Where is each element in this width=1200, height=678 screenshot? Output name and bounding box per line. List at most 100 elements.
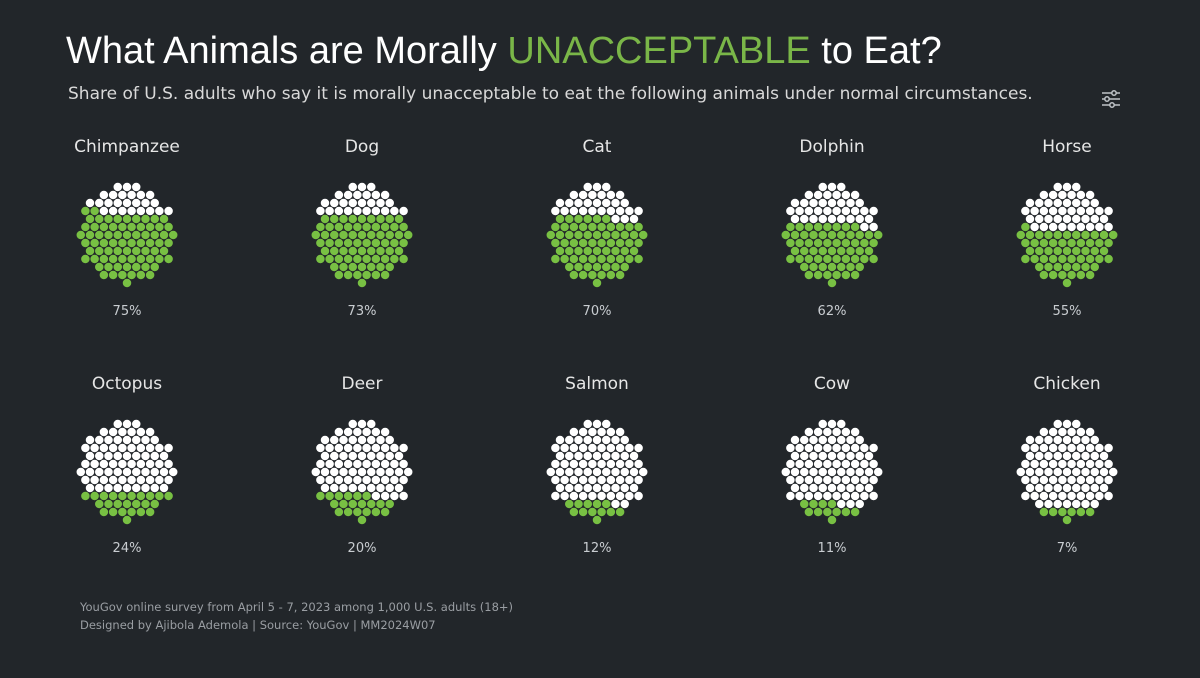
dot-empty	[371, 190, 381, 200]
dot-empty	[569, 206, 579, 216]
dot-empty	[809, 467, 818, 477]
dot-empty	[362, 206, 371, 216]
dot-filled	[348, 262, 357, 272]
dot-filled	[1067, 270, 1076, 280]
dot-filled	[362, 491, 371, 501]
page-title: What Animals are Morally UNACCEPTABLE to…	[66, 30, 942, 73]
dot-filled	[164, 254, 173, 264]
dot-filled	[339, 214, 348, 224]
dot-empty	[81, 443, 90, 453]
dot-filled	[155, 254, 164, 264]
dot-filled	[95, 230, 104, 240]
dot-empty	[588, 443, 597, 453]
dot-empty	[95, 198, 104, 208]
dot-filled	[827, 278, 837, 288]
dot-filled	[348, 230, 357, 240]
dot-filled	[588, 270, 597, 280]
dot-filled	[597, 507, 606, 517]
dot-filled	[399, 222, 408, 232]
dot-filled	[1062, 246, 1072, 256]
dot-empty	[1081, 198, 1090, 208]
dot-empty	[113, 483, 122, 493]
dot-empty	[371, 443, 381, 453]
dot-empty	[813, 206, 823, 216]
dot-filled	[781, 230, 791, 240]
dot-filled	[1053, 230, 1062, 240]
dot-empty	[790, 435, 800, 445]
dot-empty	[1067, 206, 1076, 216]
dot-filled	[1039, 270, 1049, 280]
dot-empty	[841, 190, 851, 200]
dot-empty	[1067, 190, 1076, 200]
dot-empty	[786, 491, 795, 501]
dot-empty	[850, 443, 860, 453]
dot-empty	[330, 467, 339, 477]
dot-filled	[597, 222, 606, 232]
sliders-icon[interactable]	[1100, 88, 1122, 110]
dot-filled	[357, 499, 367, 509]
dot-filled	[1021, 238, 1030, 248]
dot-filled	[583, 230, 592, 240]
dot-filled	[122, 515, 132, 525]
dot-filled	[145, 507, 155, 517]
dot-empty	[800, 483, 809, 493]
dot-filled	[104, 246, 113, 256]
dot-empty	[606, 475, 616, 485]
dot-empty	[330, 435, 339, 445]
dot-empty	[565, 483, 574, 493]
dot-filled	[118, 238, 127, 248]
dot-empty	[362, 459, 371, 469]
dot-filled	[394, 214, 404, 224]
dot-empty	[841, 206, 851, 216]
dot-filled	[159, 230, 169, 240]
dot-empty	[108, 206, 118, 216]
dot-empty	[625, 443, 634, 453]
dot-filled	[832, 238, 841, 248]
footer: YouGov online survey from April 5 - 7, 2…	[80, 598, 513, 634]
dot-empty	[837, 198, 846, 208]
dot-empty	[634, 443, 643, 453]
dot-filled	[376, 230, 385, 240]
dot-empty	[320, 435, 330, 445]
dot-filled	[90, 491, 99, 501]
dot-empty	[597, 475, 606, 485]
dot-filled	[846, 230, 855, 240]
dot-filled	[1048, 238, 1058, 248]
dot-empty	[560, 459, 569, 469]
dot-empty	[592, 467, 602, 477]
dot-filled	[795, 254, 804, 264]
dot-filled	[827, 499, 837, 509]
dot-filled	[95, 246, 104, 256]
dot-filled	[1072, 230, 1081, 240]
dot-empty	[611, 451, 620, 461]
dot-empty	[1058, 206, 1067, 216]
dot-empty	[118, 443, 127, 453]
dot-empty	[827, 198, 837, 208]
title-accent: UNACCEPTABLE	[507, 30, 811, 72]
dot-empty	[1104, 475, 1113, 485]
dot-empty	[1090, 467, 1099, 477]
dot-empty	[81, 459, 90, 469]
dot-filled	[1104, 238, 1113, 248]
dot-empty	[1095, 443, 1104, 453]
category-label-chimpanzee: Chimpanzee	[74, 137, 180, 157]
dot-filled	[90, 238, 99, 248]
dot-empty	[1025, 483, 1035, 493]
dot-empty	[371, 459, 381, 469]
dot-filled	[1076, 238, 1086, 248]
dot-empty	[790, 451, 800, 461]
value-label-dog: 73%	[348, 304, 377, 319]
dot-empty	[611, 435, 620, 445]
dot-empty	[316, 459, 325, 469]
dot-filled	[81, 222, 90, 232]
dot-empty	[118, 459, 127, 469]
dot-filled	[367, 246, 376, 256]
dot-filled	[638, 230, 648, 240]
dot-filled	[113, 230, 122, 240]
dot-empty	[330, 483, 339, 493]
dot-filled	[855, 262, 864, 272]
dot-empty	[136, 206, 146, 216]
waffle-salmon: Salmon 12%	[546, 374, 648, 556]
dot-empty	[348, 419, 357, 429]
dot-filled	[357, 214, 367, 224]
